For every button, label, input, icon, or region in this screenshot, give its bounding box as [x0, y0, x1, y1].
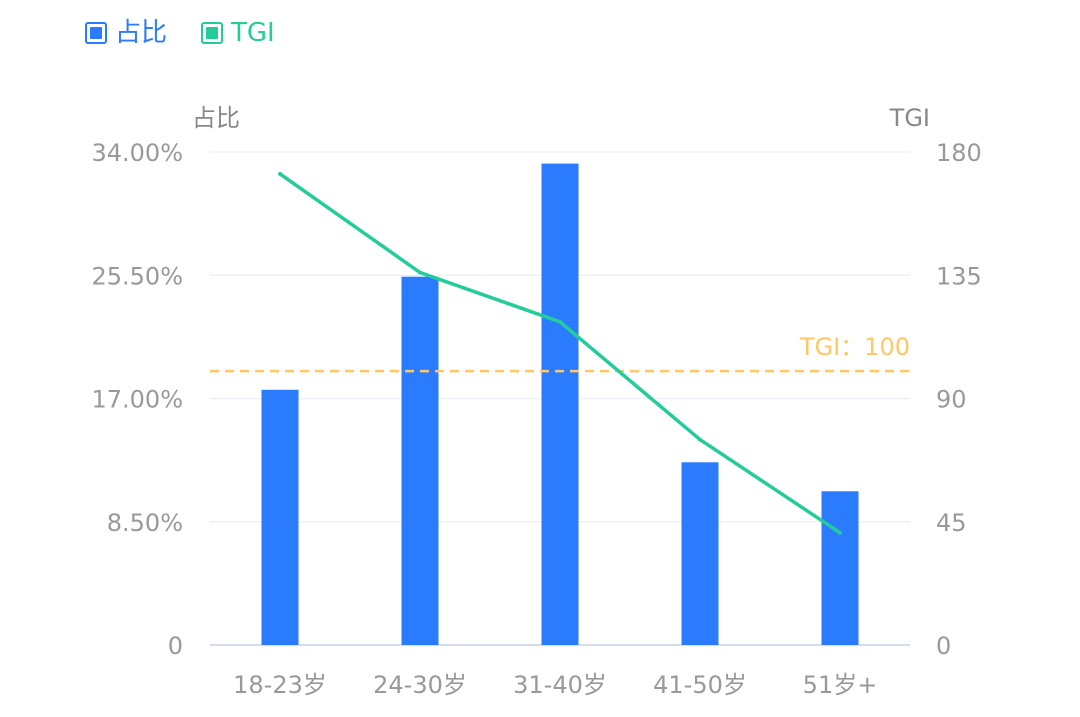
x-tick-label: 51岁+ [803, 671, 878, 699]
y-right-tick-label: 180 [936, 139, 982, 167]
tgi-point-2 [418, 270, 422, 275]
legend-swatch-tgi-icon [201, 22, 224, 44]
y-left-tick-label: 34.00% [91, 139, 183, 167]
bar-1 [261, 389, 299, 645]
x-tick-label: 18-23岁 [233, 671, 327, 699]
y-right-tick-label: 0 [936, 632, 951, 660]
y-right-axis-title: TGI [889, 104, 930, 132]
y-left-tick-label: 25.50% [91, 262, 183, 290]
legend-label-share: 占比 [115, 18, 168, 48]
reference-line-label: TGI：100 [799, 333, 910, 361]
y-left-tick-label: 0 [168, 632, 183, 660]
legend: 占比 TGI [85, 18, 275, 48]
y-right-tick-label: 90 [936, 386, 967, 414]
bar-2 [401, 276, 439, 645]
y-right-tick-label: 135 [936, 262, 982, 290]
legend-label-tgi: TGI [231, 18, 275, 48]
y-left-tick-label: 17.00% [91, 386, 183, 414]
y-left-axis-title: 占比 [192, 104, 240, 132]
y-right-tick-label: 45 [936, 509, 967, 537]
bar-3 [541, 163, 579, 645]
legend-item-share[interactable]: 占比 [85, 18, 167, 48]
x-tick-label: 24-30岁 [373, 671, 467, 699]
bar-5 [821, 491, 859, 645]
legend-item-tgi[interactable]: TGI [201, 18, 275, 48]
tgi-point-5 [838, 530, 842, 535]
legend-swatch-share-icon [85, 22, 107, 44]
bar-4 [681, 462, 719, 645]
x-tick-label: 41-50岁 [653, 671, 747, 699]
tgi-point-3 [558, 319, 562, 324]
tgi-point-1 [278, 171, 282, 176]
x-tick-label: 31-40岁 [513, 671, 607, 699]
tgi-point-4 [698, 437, 702, 442]
y-left-tick-label: 8.50% [107, 509, 183, 537]
